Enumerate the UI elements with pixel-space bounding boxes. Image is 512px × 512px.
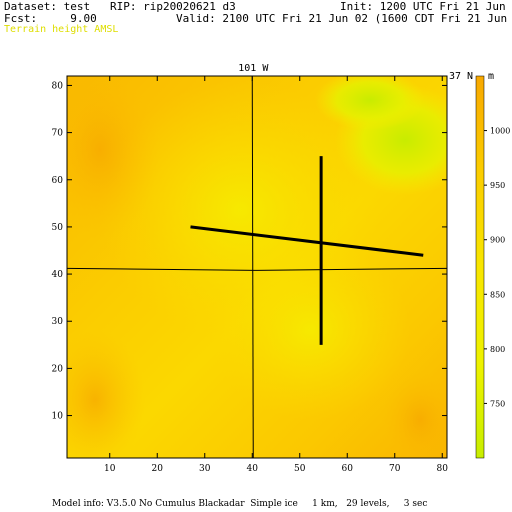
forecast-hour-label: Fcst: 9.00 <box>4 12 97 25</box>
colorbar-tick-label: 950 <box>490 181 505 190</box>
x-tick-label: 80 <box>437 464 449 474</box>
y-tick-label: 70 <box>52 129 64 139</box>
cross-section-line-1 <box>190 225 424 257</box>
colorbar-tick-label: 750 <box>490 399 505 408</box>
colorbar-tick-label: 1000 <box>490 127 510 136</box>
parallel-line <box>66 267 448 271</box>
y-tick-label: 20 <box>52 364 64 374</box>
init-time-label: Init: 1200 UTC Fri 21 Jun 02 <box>340 0 512 13</box>
x-tick-label: 50 <box>294 464 306 474</box>
colorbar <box>475 75 485 459</box>
y-tick-label: 40 <box>52 270 64 280</box>
model-info: Model info: V3.5.0 No Cumulus Blackadar … <box>52 499 428 509</box>
x-tick-label: 40 <box>247 464 259 474</box>
y-tick-label: 80 <box>52 81 64 91</box>
y-tick-label: 10 <box>52 412 64 422</box>
colorbar-tick-label: 900 <box>490 236 505 245</box>
x-tick-label: 20 <box>152 464 164 474</box>
colorbar-unit: m <box>488 71 495 82</box>
terrain-field <box>67 76 447 458</box>
y-tick-label: 60 <box>52 176 64 186</box>
colorbar-tick-label: 850 <box>490 290 505 299</box>
parallel-label: 37 N <box>449 71 474 82</box>
plot-frame <box>66 75 448 459</box>
dataset-label: Dataset: test RIP: rip20020621 d3 <box>4 0 236 13</box>
y-tick-label: 30 <box>52 317 64 327</box>
x-tick-label: 10 <box>104 464 116 474</box>
field-title: Terrain height AMSL <box>4 24 119 35</box>
y-tick-label: 50 <box>52 223 64 233</box>
x-tick-label: 60 <box>342 464 354 474</box>
meridian-label: 101 W <box>238 63 269 74</box>
valid-time-label: Valid: 2100 UTC Fri 21 Jun 02 (1600 CDT … <box>176 12 512 25</box>
meridian-line <box>251 75 254 459</box>
colorbar-tick-label: 800 <box>490 345 505 354</box>
x-tick-label: 70 <box>389 464 401 474</box>
x-tick-label: 30 <box>199 464 211 474</box>
